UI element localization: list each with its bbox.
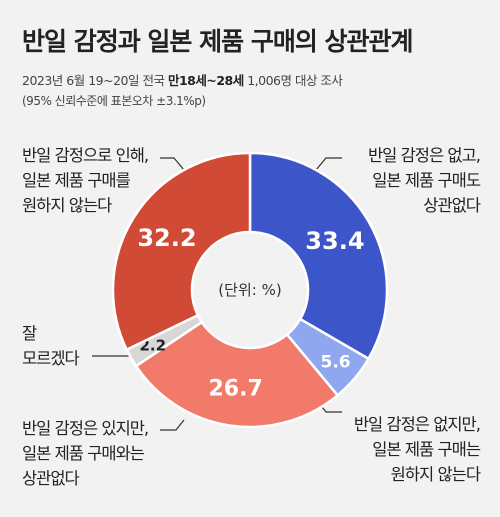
survey-age-range: 만18세~28세 <box>167 73 244 88</box>
chart-title: 반일 감정과 일본 제품 구매의 상관관계 <box>22 27 414 56</box>
leader-line-c <box>160 419 185 431</box>
slice-value-e: 32.2 <box>137 224 196 252</box>
legend-label-d: 잘 모르겠다 <box>22 321 80 371</box>
legend-label-b: 반일 감정은 없지만, 일본 제품 구매는 원하지 않는다 <box>353 412 481 487</box>
legend-label-c-line1: 반일 감정은 있지만, <box>22 419 149 438</box>
legend-label-b-line3: 원하지 않는다 <box>390 465 481 484</box>
survey-suffix: 1,006명 대상 조사 <box>243 73 343 88</box>
survey-info: 2023년 6월 19~20일 전국 만18세~28세 1,006명 대상 조사 <box>22 70 343 89</box>
slice-value-a: 33.4 <box>305 227 364 255</box>
unit-label: (단위: %) <box>218 281 281 299</box>
legend-label-e-line1: 반일 감정으로 인해, <box>22 146 149 165</box>
legend-label-e: 반일 감정으로 인해, 일본 제품 구매를 원하지 않는다 <box>22 143 149 218</box>
legend-label-a-line2: 일본 제품 구매도 <box>372 171 481 190</box>
legend-label-c-line2: 일본 제품 구매와는 <box>22 444 145 463</box>
legend-label-a-line1: 반일 감정은 없고, <box>368 146 481 165</box>
survey-prefix: 2023년 6월 19~20일 전국 <box>22 73 168 88</box>
legend-label-e-line2: 일본 제품 구매를 <box>22 171 131 190</box>
legend-label-a-line3: 상관없다 <box>423 196 481 215</box>
legend-label-d-line1: 잘 <box>22 324 37 343</box>
legend-label-c: 반일 감정은 있지만, 일본 제품 구매와는 상관없다 <box>22 416 149 491</box>
legend-label-a: 반일 감정은 없고, 일본 제품 구매도 상관없다 <box>368 143 481 218</box>
legend-label-b-line2: 일본 제품 구매는 <box>372 440 481 459</box>
legend-label-e-line3: 원하지 않는다 <box>22 196 112 215</box>
margin-of-error: (95% 신뢰수준에 표본오차 ±3.1%p) <box>22 94 206 108</box>
leader-line-e <box>160 157 185 171</box>
legend-label-c-line3: 상관없다 <box>22 469 80 488</box>
leader-line-a <box>315 157 342 171</box>
legend-label-d-line2: 모르겠다 <box>22 349 80 368</box>
slice-c <box>134 320 340 429</box>
slice-value-b: 5.6 <box>320 352 350 372</box>
slice-value-c: 26.7 <box>208 376 262 401</box>
slice-a <box>248 151 389 361</box>
legend-label-b-line1: 반일 감정은 없지만, <box>353 415 481 434</box>
slice-e <box>111 151 252 352</box>
